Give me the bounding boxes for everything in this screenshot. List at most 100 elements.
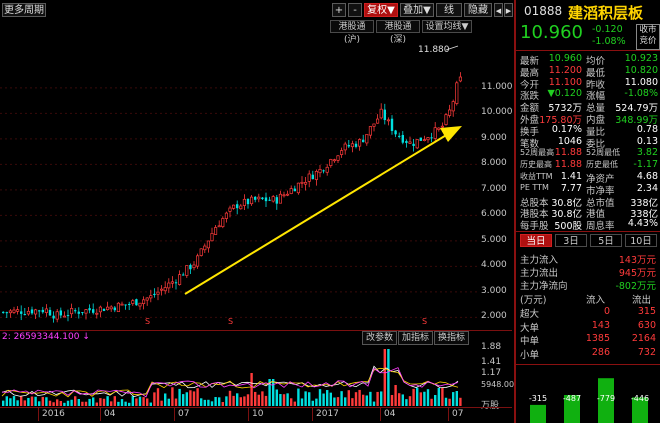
volume-bar	[322, 393, 325, 406]
zoom-in-button[interactable]: +	[332, 3, 346, 17]
volume-bar	[365, 395, 368, 406]
quote-row: 最新 10.960 均价 10.923	[520, 53, 660, 67]
volume-bar	[9, 398, 12, 406]
candle	[185, 265, 189, 278]
split-marker: S	[422, 317, 427, 326]
line-button[interactable]: 线	[436, 3, 462, 17]
status-line-1: 收市	[639, 25, 657, 35]
hide-button[interactable]: 隐藏	[464, 3, 492, 17]
volume-bar	[110, 401, 113, 406]
quote-row: 金额 5732万 总量 524.79万	[520, 100, 660, 114]
time-axis: 2016 04 07 10 2017 04 07	[0, 407, 512, 421]
tab-2[interactable]: 5日	[590, 234, 622, 247]
quote-label: 外盘	[520, 115, 540, 126]
tab-0[interactable]: 当日	[520, 234, 552, 247]
volume-bar	[300, 398, 304, 406]
candle	[74, 308, 77, 314]
quote-value: 348.99万	[615, 115, 658, 126]
volume-bar	[257, 394, 260, 406]
candle	[70, 303, 74, 318]
candle	[376, 114, 380, 124]
tab-3[interactable]: 10日	[625, 234, 657, 247]
volume-bar	[293, 401, 296, 406]
volume-bar	[128, 402, 131, 406]
fuquan-button[interactable]: 复权▼	[364, 3, 398, 17]
candle	[182, 272, 185, 276]
volume-bar	[131, 396, 134, 406]
candle	[343, 141, 347, 155]
quote-label: 委比	[586, 138, 606, 150]
volume-bar	[48, 400, 52, 406]
candle	[124, 304, 127, 310]
volume-tick-label: 1.17	[481, 368, 502, 378]
volume-bar	[70, 399, 73, 406]
candle	[286, 190, 290, 197]
candle	[189, 263, 192, 274]
quote-label: PE TTM	[520, 182, 549, 192]
period-menu-button[interactable]: 更多周期	[2, 3, 46, 17]
quote-label: 总股本	[520, 197, 549, 209]
quote-row: 涨跌 ▼0.120 涨幅 -1.08%	[520, 88, 660, 102]
volume-bar	[272, 379, 275, 406]
volume-bar	[20, 396, 23, 406]
candle	[408, 136, 412, 144]
inflow-label: 主力流入	[520, 255, 559, 266]
volume-bar	[167, 398, 170, 406]
volume-bar	[236, 393, 239, 406]
candle	[84, 309, 88, 320]
ma-setting-button[interactable]: 设置均线▼	[422, 20, 472, 33]
candle	[116, 302, 120, 312]
zoom-out-button[interactable]: -	[348, 3, 362, 17]
candle	[138, 302, 142, 310]
volume-bar	[398, 393, 401, 406]
volume-bar	[430, 398, 433, 406]
candle	[325, 164, 329, 176]
quote-label: 最低	[586, 67, 606, 79]
candle	[451, 99, 455, 117]
volume-bar	[239, 397, 242, 406]
overlay-button[interactable]: 叠加▼	[400, 3, 434, 17]
volume-bar	[102, 398, 106, 406]
volume-bar	[405, 399, 408, 406]
indicator-button-0[interactable]: 改参数	[362, 331, 398, 345]
volume-bar	[390, 394, 394, 406]
indicator-button-1[interactable]: 加指标	[398, 331, 434, 345]
net-flow-value: -802万元	[615, 281, 656, 292]
quote-panel: 01888 建滔积层板 10.960 -0.120 -1.08% 收市 竞价 最新…	[514, 0, 660, 423]
volume-bar	[178, 388, 181, 406]
tab-1[interactable]: 3日	[555, 234, 587, 247]
quote-value: 1046	[557, 135, 582, 147]
candle	[354, 141, 358, 149]
time-tick-label: 10	[252, 409, 264, 419]
candle	[228, 205, 232, 218]
flow-row-label: 大单	[520, 322, 540, 334]
volume-bar	[437, 388, 440, 406]
hk-connect-sh-button[interactable]: 港股通(沪)	[330, 20, 374, 45]
candle	[268, 196, 271, 202]
nav-left-button[interactable]: ◀	[494, 3, 503, 17]
quote-value: 30.8亿	[551, 209, 582, 221]
volume-bar	[30, 396, 34, 406]
volume-chart[interactable]	[0, 344, 512, 406]
indicator-button-2[interactable]: 换指标	[434, 331, 470, 345]
candle	[293, 185, 296, 192]
volume-tick-label: 1.41	[481, 357, 502, 367]
candle	[437, 127, 441, 132]
candle	[398, 132, 401, 139]
volume-bar	[120, 399, 124, 406]
nav-right-button[interactable]: ▶	[504, 3, 513, 17]
volume-ma-line	[1, 367, 459, 398]
volume-bar	[142, 397, 145, 406]
volume-bar	[113, 396, 116, 406]
hk-connect-sz-button[interactable]: 港股通(深)	[376, 20, 420, 45]
price-tick-label: 6.000	[481, 209, 507, 220]
volume-bar	[81, 401, 84, 406]
candle	[5, 311, 8, 319]
price-tick-label: 4.000	[481, 260, 507, 271]
price-tick-label: 9.000	[481, 132, 507, 143]
volume-bar	[218, 397, 221, 406]
chart-area[interactable]: 更多周期 + - 复权▼ 叠加▼ 线 隐藏 ◀ ▶ 港股通(沪) 港股通(深) …	[0, 0, 514, 423]
quote-label: 净资产	[586, 174, 615, 185]
candle	[390, 115, 394, 135]
